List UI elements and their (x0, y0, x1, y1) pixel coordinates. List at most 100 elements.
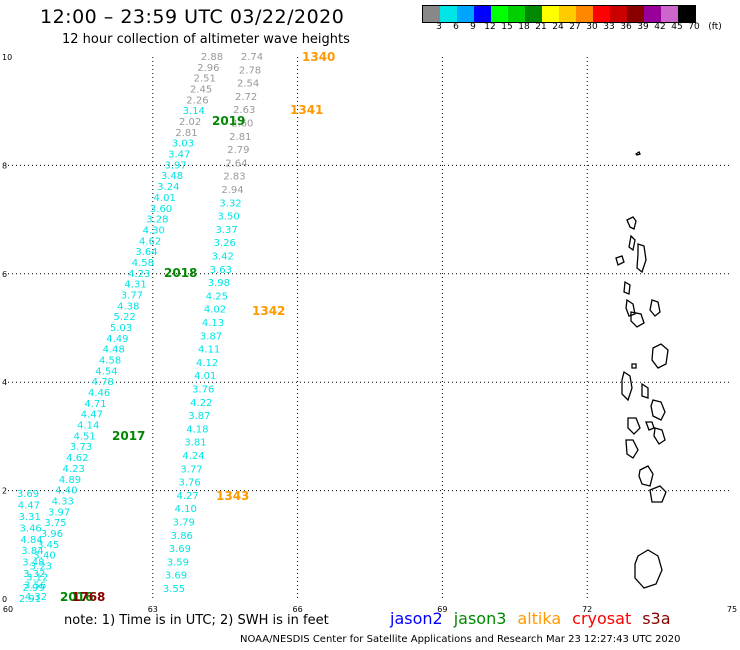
maldives-islands (615, 151, 669, 589)
swh-value: 2.60 (231, 119, 253, 130)
swh-value: 4.13 (202, 318, 224, 329)
swh-value: 4.54 (95, 366, 117, 377)
swh-value: 3.69 (165, 571, 187, 582)
map-axes: 60 63 66 69 72 75 0 2 4 6 8 10 (2, 53, 737, 614)
legend-item-jason2: jason2 (390, 609, 443, 628)
color-scale-labels: 3 6 9 12 15 18 21 24 27 30 33 36 39 42 45 70 (ft) (422, 22, 740, 34)
swh-value: 3.60 (150, 204, 172, 215)
color-swatch (559, 6, 576, 22)
y-axis-tick-label: 8 (2, 161, 7, 170)
swh-value: 3.81 (184, 438, 206, 449)
swh-value: 4.18 (186, 424, 208, 435)
color-swatch (423, 6, 440, 22)
pass-label: 2017 (112, 429, 145, 443)
swh-value: 4.24 (182, 451, 204, 462)
pass-label: 1341 (290, 103, 323, 117)
color-scale-tick: 45 (671, 22, 683, 32)
color-scale-tick: 30 (586, 22, 598, 32)
swh-value: 2.81 (229, 132, 251, 143)
color-swatch (457, 6, 474, 22)
color-swatch (661, 6, 678, 22)
swh-value: 2.45 (190, 85, 212, 96)
swh-value: 3.69 (169, 544, 191, 555)
swh-value: 3.26 (214, 238, 236, 249)
legend-item-cryosat: cryosat (572, 609, 632, 628)
swh-value: 4.78 (92, 377, 114, 388)
swh-value: 2.02 (179, 117, 201, 128)
swh-value: 3.40 (33, 551, 55, 562)
swh-value: 2.26 (186, 95, 208, 106)
color-scale-tick: 15 (501, 22, 513, 32)
swh-value: 4.23 (63, 464, 85, 475)
swh-value: 2.64 (225, 158, 247, 169)
pass-label: 2018 (164, 266, 197, 280)
swh-value: 2.96 (197, 63, 219, 74)
pass-label: 1343 (216, 489, 249, 503)
color-scale-tick: 27 (569, 22, 581, 32)
pass-label: 1340 (302, 50, 335, 64)
map-grid (8, 57, 732, 599)
footnote-units: note: 1) Time is in UTC; 2) SWH is in fe… (64, 613, 329, 628)
page-subtitle: 12 hour collection of altimeter wave hei… (62, 32, 350, 47)
swh-value: 4.30 (143, 225, 165, 236)
swh-value: 3.69 (17, 489, 39, 500)
swh-value: 2.88 (201, 52, 223, 63)
swh-value: 4.27 (177, 491, 199, 502)
swh-value: 4.33 (52, 496, 74, 507)
swh-value: 3.77 (121, 290, 143, 301)
swh-value: 3.42 (212, 252, 234, 263)
swh-value: 4.12 (196, 358, 218, 369)
swh-value: 4.46 (88, 388, 110, 399)
color-swatch (678, 6, 695, 22)
swh-value: 4.22 (190, 398, 212, 409)
swh-value: 4.01 (154, 193, 176, 204)
swh-value: 4.47 (18, 500, 40, 511)
color-swatch (593, 6, 610, 22)
swh-value-labels: 2.882.962.512.452.263.142.022.813.033.47… (17, 52, 263, 605)
swh-value: 4.10 (175, 504, 197, 515)
pass-label: 2019 (212, 114, 245, 128)
x-axis-tick-label: 63 (148, 605, 158, 614)
legend-item-altika: altika (517, 609, 562, 628)
swh-value: 3.96 (41, 529, 63, 540)
pass-label: 1768 (72, 590, 105, 604)
swh-value: 3.87 (200, 331, 222, 342)
swh-value: 2.63 (233, 105, 255, 116)
color-swatch (542, 6, 559, 22)
swh-value: 2.72 (235, 92, 257, 103)
swh-value: 3.59 (167, 557, 189, 568)
x-axis-tick-label: 60 (3, 605, 13, 614)
swh-value: 3.03 (172, 139, 194, 150)
swh-value: 3.76 (178, 478, 200, 489)
swh-value: 3.50 (217, 212, 239, 223)
swh-value: 3.14 (183, 106, 205, 117)
swh-value: 2.74 (241, 52, 263, 63)
swh-value: 3.31 (19, 512, 41, 523)
color-swatch (627, 6, 644, 22)
pass-label: 2016 (60, 590, 93, 604)
swh-value: 4.32 (25, 592, 47, 603)
swh-value: 3.63 (210, 265, 232, 276)
credit-footer: NOAA/NESDIS Center for Satellite Applica… (240, 634, 681, 645)
swh-value: 3.75 (44, 518, 66, 529)
color-scale-bar (422, 5, 696, 23)
swh-value: 3.56 (24, 581, 46, 592)
swh-value: 4.49 (106, 334, 128, 345)
page-title: 12:00 – 23:59 UTC 03/22/2020 (40, 6, 345, 28)
swh-value: 3.76 (192, 385, 214, 396)
swh-value: 3.47 (168, 150, 190, 161)
swh-value: 5.22 (114, 312, 136, 323)
swh-value: 3.97 (48, 507, 70, 518)
color-scale-tick: 18 (518, 22, 530, 32)
swh-value: 4.23 (128, 269, 150, 280)
color-scale-tick: 33 (603, 22, 615, 32)
swh-value: 2.94 (221, 185, 243, 196)
swh-value: 2.51 (194, 74, 216, 85)
swh-value: 2.83 (223, 172, 245, 183)
swh-value: 3.98 (208, 278, 230, 289)
swh-value: 2.81 (175, 128, 197, 139)
legend-item-jason3: jason3 (453, 609, 507, 628)
swh-value: 4.58 (99, 356, 121, 367)
color-swatch (644, 6, 661, 22)
